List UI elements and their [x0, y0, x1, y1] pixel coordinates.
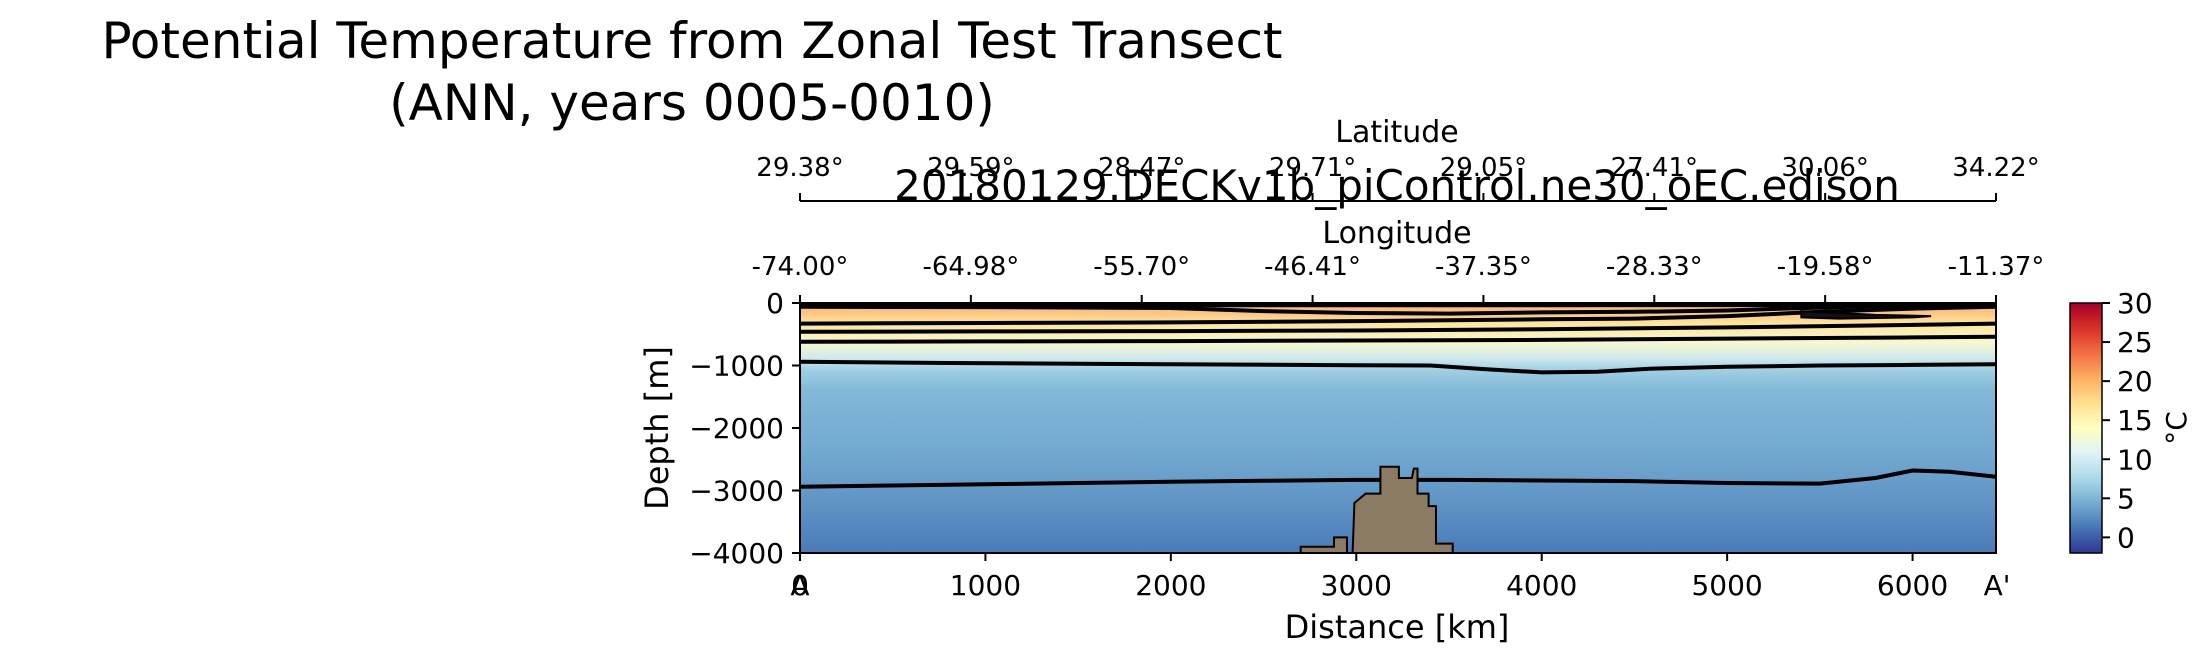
latitude-tick-label: 30.06°: [1781, 153, 1868, 183]
latitude-tick-label: 27.41°: [1611, 153, 1698, 183]
colorbar-tick-label: 30: [2117, 287, 2153, 320]
x-axis: 0 1000 2000 3000 4000 5000 6000: [791, 553, 1948, 602]
longitude-axis: -74.00° -64.98° -55.70° -46.41° -37.35° -28.3…: [752, 252, 2045, 303]
latitude-tick-label: 28.47°: [1098, 153, 1185, 183]
x-tick-label: 2000: [1135, 569, 1206, 602]
colorbar: [2069, 302, 2103, 554]
chart-title-line2: (ANN, years 0005-0010): [389, 74, 995, 132]
y-tick-label: −1000: [689, 350, 784, 383]
x-tick-label: 6000: [1877, 569, 1948, 602]
colorbar-tick-label: 15: [2117, 404, 2153, 437]
bathymetry: [1299, 465, 1454, 553]
latitude-tick-label: 29.05°: [1440, 153, 1527, 183]
latitude-axis: 29.38° 29.59° 28.47° 29.71° 29.05° 27.41° 30.0…: [756, 153, 2040, 201]
contour-line: [800, 303, 1996, 308]
y-tick-label: 0: [766, 287, 784, 320]
contour-line: [800, 321, 1996, 334]
x-tick-label: 3000: [1321, 569, 1392, 602]
contour-line: [800, 334, 1996, 344]
section-end-label: A': [1984, 569, 2011, 602]
longitude-tick-label: -74.00°: [752, 252, 849, 282]
colorbar-tick-label: 20: [2117, 365, 2153, 398]
section-start-label: A: [790, 569, 809, 602]
x-tick-label: 0: [791, 569, 809, 602]
y-axis-label: Depth [m]: [638, 346, 676, 510]
colorbar-label: °C: [2160, 411, 2193, 445]
contour-line: [800, 468, 1996, 489]
isotherm-contours: [800, 303, 1996, 489]
y-tick-label: −4000: [689, 537, 784, 570]
x-tick-label: 4000: [1506, 569, 1577, 602]
y-axis: 0 −1000 −2000 −3000 −4000: [689, 287, 800, 570]
x-tick-label: 5000: [1691, 569, 1762, 602]
contour-line: [800, 303, 1996, 316]
latitude-tick-label: 29.38°: [756, 153, 843, 183]
colorbar-tick-label: 25: [2117, 326, 2153, 359]
warm-patch-contour: [1800, 310, 1932, 320]
colorbar-ticks: 0 5 10 15 20 25 30: [2102, 287, 2153, 554]
longitude-axis-label: Longitude: [1322, 216, 1471, 251]
longitude-tick-label: -19.58°: [1777, 252, 1874, 282]
contour-line: [800, 304, 1996, 326]
colorbar-tick-label: 5: [2117, 482, 2135, 515]
longitude-tick-label: -55.70°: [1093, 252, 1190, 282]
longitude-tick-label: -46.41°: [1264, 252, 1361, 282]
y-tick-label: −3000: [689, 475, 784, 508]
latitude-tick-label: 34.22°: [1952, 153, 2039, 183]
latitude-axis-label: Latitude: [1335, 115, 1458, 150]
longitude-tick-label: -37.35°: [1435, 252, 1532, 282]
colorbar-tick-label: 0: [2117, 521, 2135, 554]
longitude-tick-label: -28.33°: [1606, 252, 1703, 282]
longitude-tick-label: -11.37°: [1948, 252, 2045, 282]
x-tick-label: 1000: [950, 569, 1021, 602]
x-axis-label: Distance [km]: [1285, 608, 1510, 646]
chart-title-line1: Potential Temperature from Zonal Test Tr…: [101, 12, 1282, 70]
latitude-tick-label: 29.71°: [1269, 153, 1356, 183]
latitude-tick-label: 29.59°: [927, 153, 1014, 183]
longitude-tick-label: -64.98°: [922, 252, 1019, 282]
y-tick-label: −2000: [689, 412, 784, 445]
contour-line: [800, 359, 1996, 375]
chart-subtitle: 20180129.DECKv1b_piControl.ne30_oEC.edis…: [894, 161, 1900, 210]
colorbar-tick-label: 10: [2117, 443, 2153, 476]
